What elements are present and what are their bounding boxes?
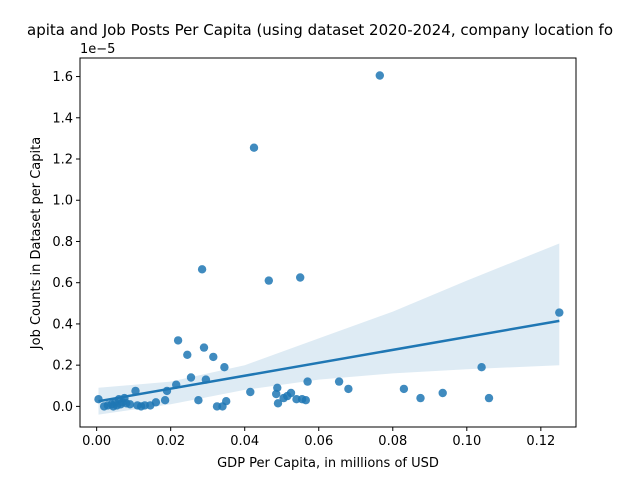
confidence-band	[98, 243, 560, 415]
data-point	[220, 363, 229, 372]
data-point	[286, 388, 296, 398]
data-point	[477, 363, 486, 372]
data-point	[296, 273, 305, 282]
x-axis-ticks: 0.00 0.02 0.04 0.06 0.08 0.10 0.12	[82, 427, 555, 449]
y-tick-label: 1.6	[52, 70, 73, 85]
data-point	[303, 377, 312, 386]
data-point	[183, 350, 192, 359]
x-tick-label: 0.08	[378, 434, 407, 449]
x-tick-label: 0.00	[82, 434, 111, 449]
data-point	[222, 397, 231, 406]
y-tick-label: 0.6	[52, 276, 73, 291]
y-tick-label: 1.4	[52, 111, 73, 126]
data-point	[273, 399, 283, 408]
data-point	[399, 384, 409, 394]
x-tick-label: 0.02	[156, 434, 185, 449]
y-tick-label: 1.0	[52, 194, 73, 209]
data-point	[160, 396, 170, 405]
data-point	[334, 377, 344, 386]
y-tick-label: 0.8	[52, 235, 73, 250]
y-tick-label: 0.0	[52, 400, 73, 415]
data-point	[375, 71, 384, 80]
regression-line	[98, 319, 560, 403]
data-point	[264, 276, 273, 285]
data-point	[197, 265, 207, 274]
y-axis-label: Job Counts in Dataset per Capita	[29, 137, 44, 350]
y-tick-label: 0.2	[52, 359, 73, 374]
data-point	[131, 386, 140, 396]
chart-title: apita and Job Posts Per Capita (using da…	[27, 21, 613, 39]
y-tick-label: 1.2	[52, 153, 73, 168]
axes-frame	[79, 57, 577, 428]
x-tick-label: 0.12	[526, 434, 555, 449]
y-offset-label: 1e−5	[80, 42, 115, 57]
x-tick-label: 0.10	[452, 434, 481, 449]
data-point	[438, 388, 447, 398]
data-point	[555, 308, 564, 317]
y-axis-ticks: 0.0 0.2 0.4 0.6 0.8 1.0 1.2 1.4 1.6	[52, 70, 80, 415]
data-point	[199, 343, 209, 352]
data-point	[484, 393, 494, 403]
data-point	[209, 352, 218, 362]
data-point	[416, 393, 425, 403]
plot-area	[94, 71, 564, 415]
x-tick-label: 0.04	[230, 434, 259, 449]
data-point	[249, 143, 259, 152]
data-point	[273, 383, 282, 392]
x-axis-label: GDP Per Capita, in millions of USD	[217, 456, 439, 471]
data-point	[301, 396, 310, 405]
data-point	[194, 396, 203, 405]
data-point	[173, 336, 183, 345]
data-point	[344, 384, 353, 394]
data-point	[186, 373, 196, 382]
y-tick-label: 0.4	[52, 317, 73, 332]
x-tick-label: 0.06	[304, 434, 333, 449]
data-point	[246, 387, 255, 397]
data-point	[151, 398, 161, 407]
data-point	[272, 389, 281, 399]
data-point	[125, 400, 135, 409]
data-point	[94, 395, 103, 404]
